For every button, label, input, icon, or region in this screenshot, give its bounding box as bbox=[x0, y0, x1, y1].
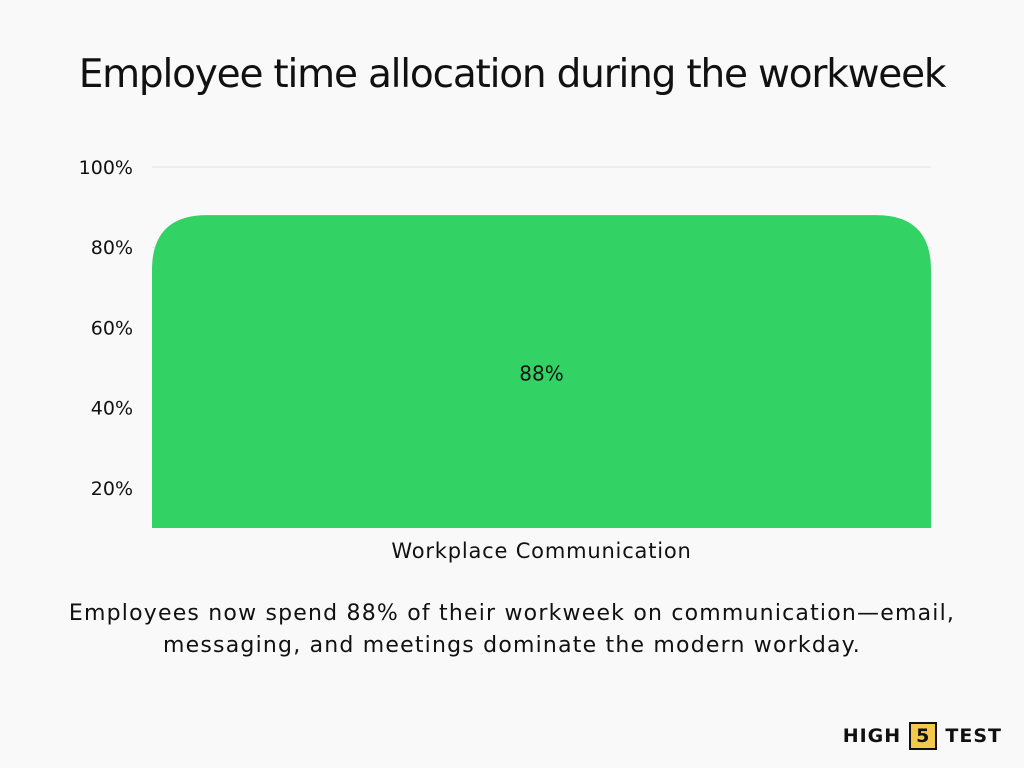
chart-caption: Employees now spend 88% of their workwee… bbox=[68, 601, 956, 658]
y-tick-label: 80% bbox=[91, 237, 133, 259]
chart-title: Employee time allocation during the work… bbox=[78, 52, 947, 97]
logo-five-badge: 5 bbox=[909, 722, 938, 750]
x-category-label: Workplace Communication bbox=[391, 539, 691, 563]
logo-text-test: TEST bbox=[945, 725, 1002, 747]
y-tick-label: 40% bbox=[91, 398, 133, 420]
bar-workplace-communication bbox=[152, 215, 931, 528]
y-tick-label: 20% bbox=[91, 478, 133, 500]
bar-data-label: 88% bbox=[519, 362, 563, 386]
brand-logo: HIGH 5 TEST bbox=[843, 722, 1002, 750]
y-tick-label: 60% bbox=[91, 317, 133, 339]
logo-text-high: HIGH bbox=[842, 725, 902, 747]
y-tick-label: 100% bbox=[79, 157, 133, 179]
